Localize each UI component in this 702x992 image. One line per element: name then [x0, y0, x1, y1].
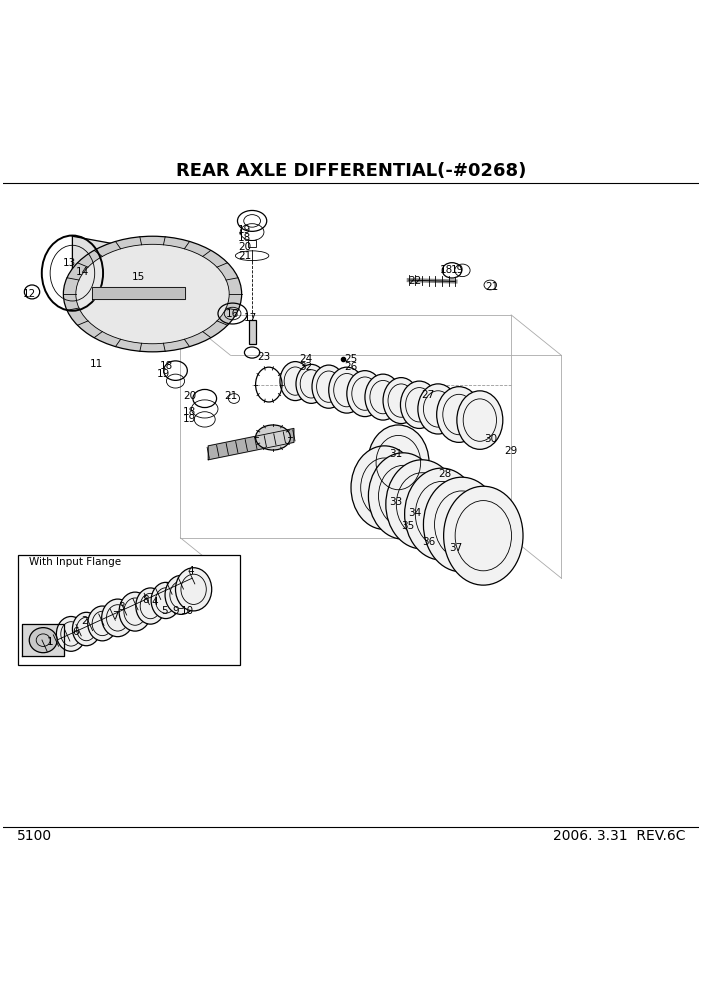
Text: 1: 1: [47, 637, 53, 647]
Text: 15: 15: [132, 272, 145, 282]
Text: 18: 18: [439, 265, 453, 275]
Text: 33: 33: [390, 497, 403, 507]
Text: 19: 19: [451, 265, 464, 275]
Text: 18: 18: [183, 407, 196, 417]
Ellipse shape: [29, 628, 57, 653]
Ellipse shape: [102, 599, 133, 637]
Text: 25: 25: [345, 354, 357, 364]
Text: 21: 21: [225, 392, 238, 402]
Text: 37: 37: [449, 544, 462, 554]
Text: 5100: 5100: [17, 829, 52, 843]
Ellipse shape: [400, 381, 438, 429]
Text: 17: 17: [244, 313, 257, 323]
Ellipse shape: [347, 371, 383, 417]
Ellipse shape: [365, 374, 401, 420]
Ellipse shape: [63, 236, 241, 352]
Text: 22: 22: [409, 277, 422, 287]
Text: 32: 32: [299, 362, 312, 372]
Text: 7: 7: [112, 611, 119, 621]
Polygon shape: [92, 287, 185, 299]
Text: 23: 23: [258, 352, 270, 362]
Text: REAR AXLE DIFFERENTIAL(-#0268): REAR AXLE DIFFERENTIAL(-#0268): [176, 162, 526, 180]
Text: 30: 30: [484, 434, 497, 443]
Text: 11: 11: [90, 359, 103, 369]
Text: 14: 14: [77, 267, 89, 277]
Text: 19: 19: [157, 369, 170, 379]
Text: 26: 26: [345, 362, 357, 372]
Text: 4: 4: [152, 597, 158, 607]
Text: With Input Flange: With Input Flange: [29, 558, 121, 567]
Text: 2: 2: [81, 616, 88, 626]
Ellipse shape: [404, 468, 479, 560]
Ellipse shape: [423, 477, 500, 572]
Text: 19: 19: [238, 225, 251, 235]
Ellipse shape: [351, 445, 418, 530]
Ellipse shape: [329, 367, 365, 413]
Ellipse shape: [457, 391, 503, 449]
Ellipse shape: [135, 588, 165, 624]
Text: 18: 18: [238, 233, 251, 243]
Text: 20: 20: [238, 242, 251, 252]
Ellipse shape: [368, 425, 429, 500]
Bar: [249, 320, 256, 344]
Text: 5: 5: [161, 606, 168, 616]
Ellipse shape: [72, 612, 100, 646]
Ellipse shape: [165, 575, 197, 614]
Ellipse shape: [88, 606, 117, 641]
Text: 19: 19: [183, 415, 196, 425]
Text: 21: 21: [485, 282, 498, 292]
Text: 27: 27: [421, 390, 435, 400]
Text: 18: 18: [160, 361, 173, 371]
Ellipse shape: [176, 567, 212, 611]
Text: 2006. 3.31  REV.6C: 2006. 3.31 REV.6C: [552, 829, 685, 843]
Ellipse shape: [256, 425, 291, 450]
Ellipse shape: [296, 364, 326, 404]
Ellipse shape: [151, 582, 180, 619]
Text: 29: 29: [505, 446, 518, 456]
Polygon shape: [22, 624, 64, 656]
Ellipse shape: [369, 452, 438, 540]
Text: 28: 28: [438, 468, 451, 479]
Text: 13: 13: [62, 258, 76, 268]
Text: 9: 9: [172, 606, 179, 616]
Bar: [248, 240, 256, 247]
Text: 6: 6: [72, 627, 79, 637]
Polygon shape: [72, 236, 198, 313]
Polygon shape: [208, 429, 294, 459]
Ellipse shape: [383, 378, 419, 424]
Text: 34: 34: [409, 509, 422, 519]
Ellipse shape: [56, 616, 86, 652]
Ellipse shape: [386, 459, 458, 549]
Text: 24: 24: [299, 354, 312, 364]
Ellipse shape: [280, 362, 310, 401]
Text: 10: 10: [181, 606, 194, 616]
Ellipse shape: [76, 244, 229, 344]
Text: 16: 16: [226, 309, 239, 318]
Ellipse shape: [119, 592, 151, 631]
Text: 31: 31: [390, 449, 403, 459]
Text: 12: 12: [22, 289, 36, 299]
Text: 8: 8: [143, 595, 149, 605]
Ellipse shape: [312, 365, 345, 409]
Text: 36: 36: [423, 537, 436, 547]
Text: 4: 4: [187, 566, 194, 576]
Text: 20: 20: [183, 392, 196, 402]
Ellipse shape: [418, 384, 458, 434]
Text: 35: 35: [402, 521, 415, 531]
Text: 21: 21: [238, 251, 251, 261]
Bar: [18, 556, 239, 666]
Ellipse shape: [437, 387, 482, 442]
Text: 3: 3: [118, 602, 124, 612]
Ellipse shape: [444, 486, 523, 585]
